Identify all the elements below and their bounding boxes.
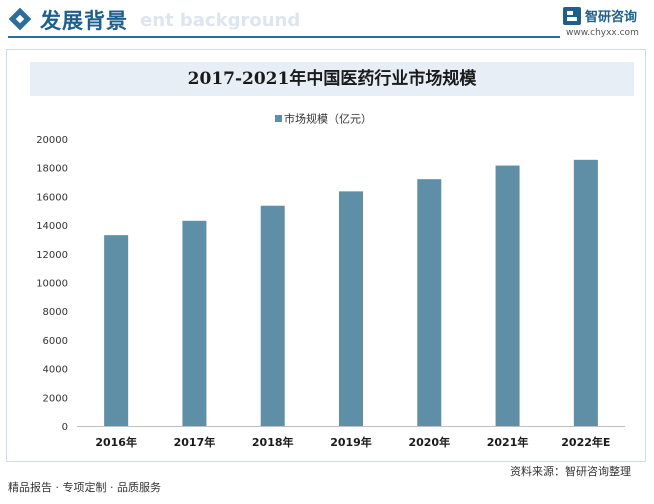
y-tick-label: 4000 bbox=[43, 365, 68, 376]
y-tick-label: 20000 bbox=[36, 135, 68, 146]
footer-tagline: 精品报告 · 专项定制 · 品质服务 bbox=[8, 481, 161, 494]
legend-label: 市场规模（亿元） bbox=[284, 112, 372, 126]
y-tick-label: 10000 bbox=[36, 279, 68, 290]
header-bar: ent background 发展背景 智研咨询 www.chyxx.com bbox=[0, 0, 654, 48]
bar bbox=[182, 220, 207, 426]
legend: 市场规模（亿元） bbox=[275, 108, 372, 126]
title-band bbox=[30, 62, 634, 96]
x-tick-label: 2016年 bbox=[95, 435, 137, 449]
source-note: 资料来源：智研咨询整理 bbox=[510, 465, 631, 478]
y-tick-label: 12000 bbox=[36, 250, 68, 261]
y-tick-label: 6000 bbox=[43, 336, 68, 347]
x-tick-label: 2017年 bbox=[174, 435, 216, 449]
logo-url: www.chyxx.com bbox=[566, 28, 639, 38]
legend-swatch bbox=[275, 115, 282, 122]
bar bbox=[104, 235, 129, 426]
header-ghost-text: ent background bbox=[140, 10, 301, 31]
y-tick-label: 8000 bbox=[43, 307, 68, 318]
x-tick-label: 2020年 bbox=[408, 435, 450, 449]
y-tick-label: 16000 bbox=[36, 192, 68, 203]
page-title: 发展背景 bbox=[40, 9, 128, 33]
x-tick-label: 2021年 bbox=[487, 435, 529, 449]
logo-icon bbox=[563, 7, 581, 25]
y-tick-label: 2000 bbox=[43, 393, 68, 404]
logo-text: 智研咨询 bbox=[585, 10, 638, 25]
chart-title: 2017-2021年中国医药行业市场规模 bbox=[187, 69, 477, 89]
y-tick-label: 18000 bbox=[36, 164, 68, 175]
header-divider bbox=[8, 36, 560, 38]
bar bbox=[417, 179, 442, 426]
bar bbox=[573, 159, 598, 426]
x-tick-label: 2022年E bbox=[561, 435, 610, 449]
x-tick-label: 2018年 bbox=[252, 435, 294, 449]
bar bbox=[260, 205, 285, 426]
bar bbox=[339, 191, 363, 426]
x-tick-label: 2019年 bbox=[330, 435, 372, 449]
y-tick-label: 14000 bbox=[36, 221, 68, 232]
y-tick-label: 0 bbox=[62, 422, 68, 433]
bar bbox=[495, 165, 520, 427]
